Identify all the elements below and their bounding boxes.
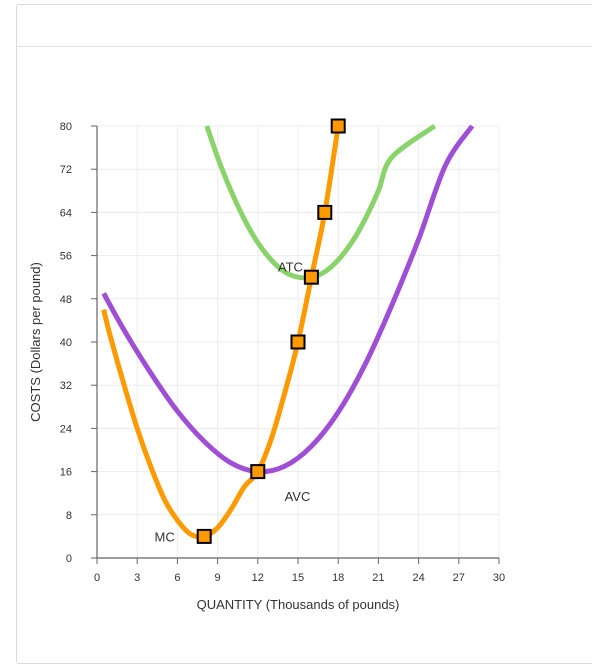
curve-mc bbox=[101, 125, 341, 540]
y-tick-label-72: 72 bbox=[60, 164, 72, 176]
curves bbox=[101, 123, 475, 540]
y-tick-label-48: 48 bbox=[60, 294, 72, 306]
x-tick-label-3: 3 bbox=[134, 572, 140, 584]
mc-markers[interactable] bbox=[196, 118, 346, 544]
y-tick-label-56: 56 bbox=[60, 251, 72, 263]
x-tick-label-24: 24 bbox=[412, 572, 424, 584]
x-tick-label-9: 9 bbox=[215, 572, 221, 584]
y-tick-label-0: 0 bbox=[66, 553, 72, 565]
y-axis-title: COSTS (Dollars per pound) bbox=[28, 262, 43, 422]
x-tick-label-21: 21 bbox=[372, 572, 384, 584]
y-tick-label-32: 32 bbox=[60, 380, 72, 392]
curve-labels: MC AVC ATC bbox=[155, 259, 311, 544]
label-mc: MC bbox=[155, 529, 175, 544]
axes: 0 8 16 24 32 40 48 56 64 72 80 0 3 6 9 12 15 18 21 24 27 30 bbox=[60, 121, 505, 584]
y-tick-label-40: 40 bbox=[60, 337, 72, 349]
y-tick-label-16: 16 bbox=[60, 467, 72, 479]
mc-marker-6[interactable] bbox=[330, 118, 346, 134]
mc-marker-3[interactable] bbox=[290, 334, 306, 350]
panel-divider bbox=[16, 46, 592, 47]
x-axis-title: QUANTITY (Thousands of pounds) bbox=[197, 597, 400, 612]
y-tick-label-8: 8 bbox=[66, 510, 72, 522]
y-tick-label-80: 80 bbox=[60, 121, 72, 133]
mc-marker-4[interactable] bbox=[303, 269, 319, 285]
x-tick-label-6: 6 bbox=[174, 572, 180, 584]
grid bbox=[97, 125, 500, 558]
mc-marker-1[interactable] bbox=[196, 528, 212, 544]
x-tick-label-12: 12 bbox=[252, 572, 264, 584]
label-atc: ATC bbox=[278, 259, 303, 274]
mc-marker-5[interactable] bbox=[317, 204, 333, 220]
x-tick-label-30: 30 bbox=[493, 572, 505, 584]
curve-atc bbox=[204, 123, 437, 281]
label-avc: AVC bbox=[285, 489, 311, 504]
x-tick-label-27: 27 bbox=[453, 572, 465, 584]
curve-avc bbox=[101, 124, 475, 475]
y-tick-label-64: 64 bbox=[60, 207, 72, 219]
mc-marker-2[interactable] bbox=[250, 464, 266, 480]
x-tick-label-18: 18 bbox=[332, 572, 344, 584]
y-tick-label-24: 24 bbox=[60, 423, 72, 435]
x-tick-label-15: 15 bbox=[292, 572, 304, 584]
x-tick-label-0: 0 bbox=[94, 572, 100, 584]
